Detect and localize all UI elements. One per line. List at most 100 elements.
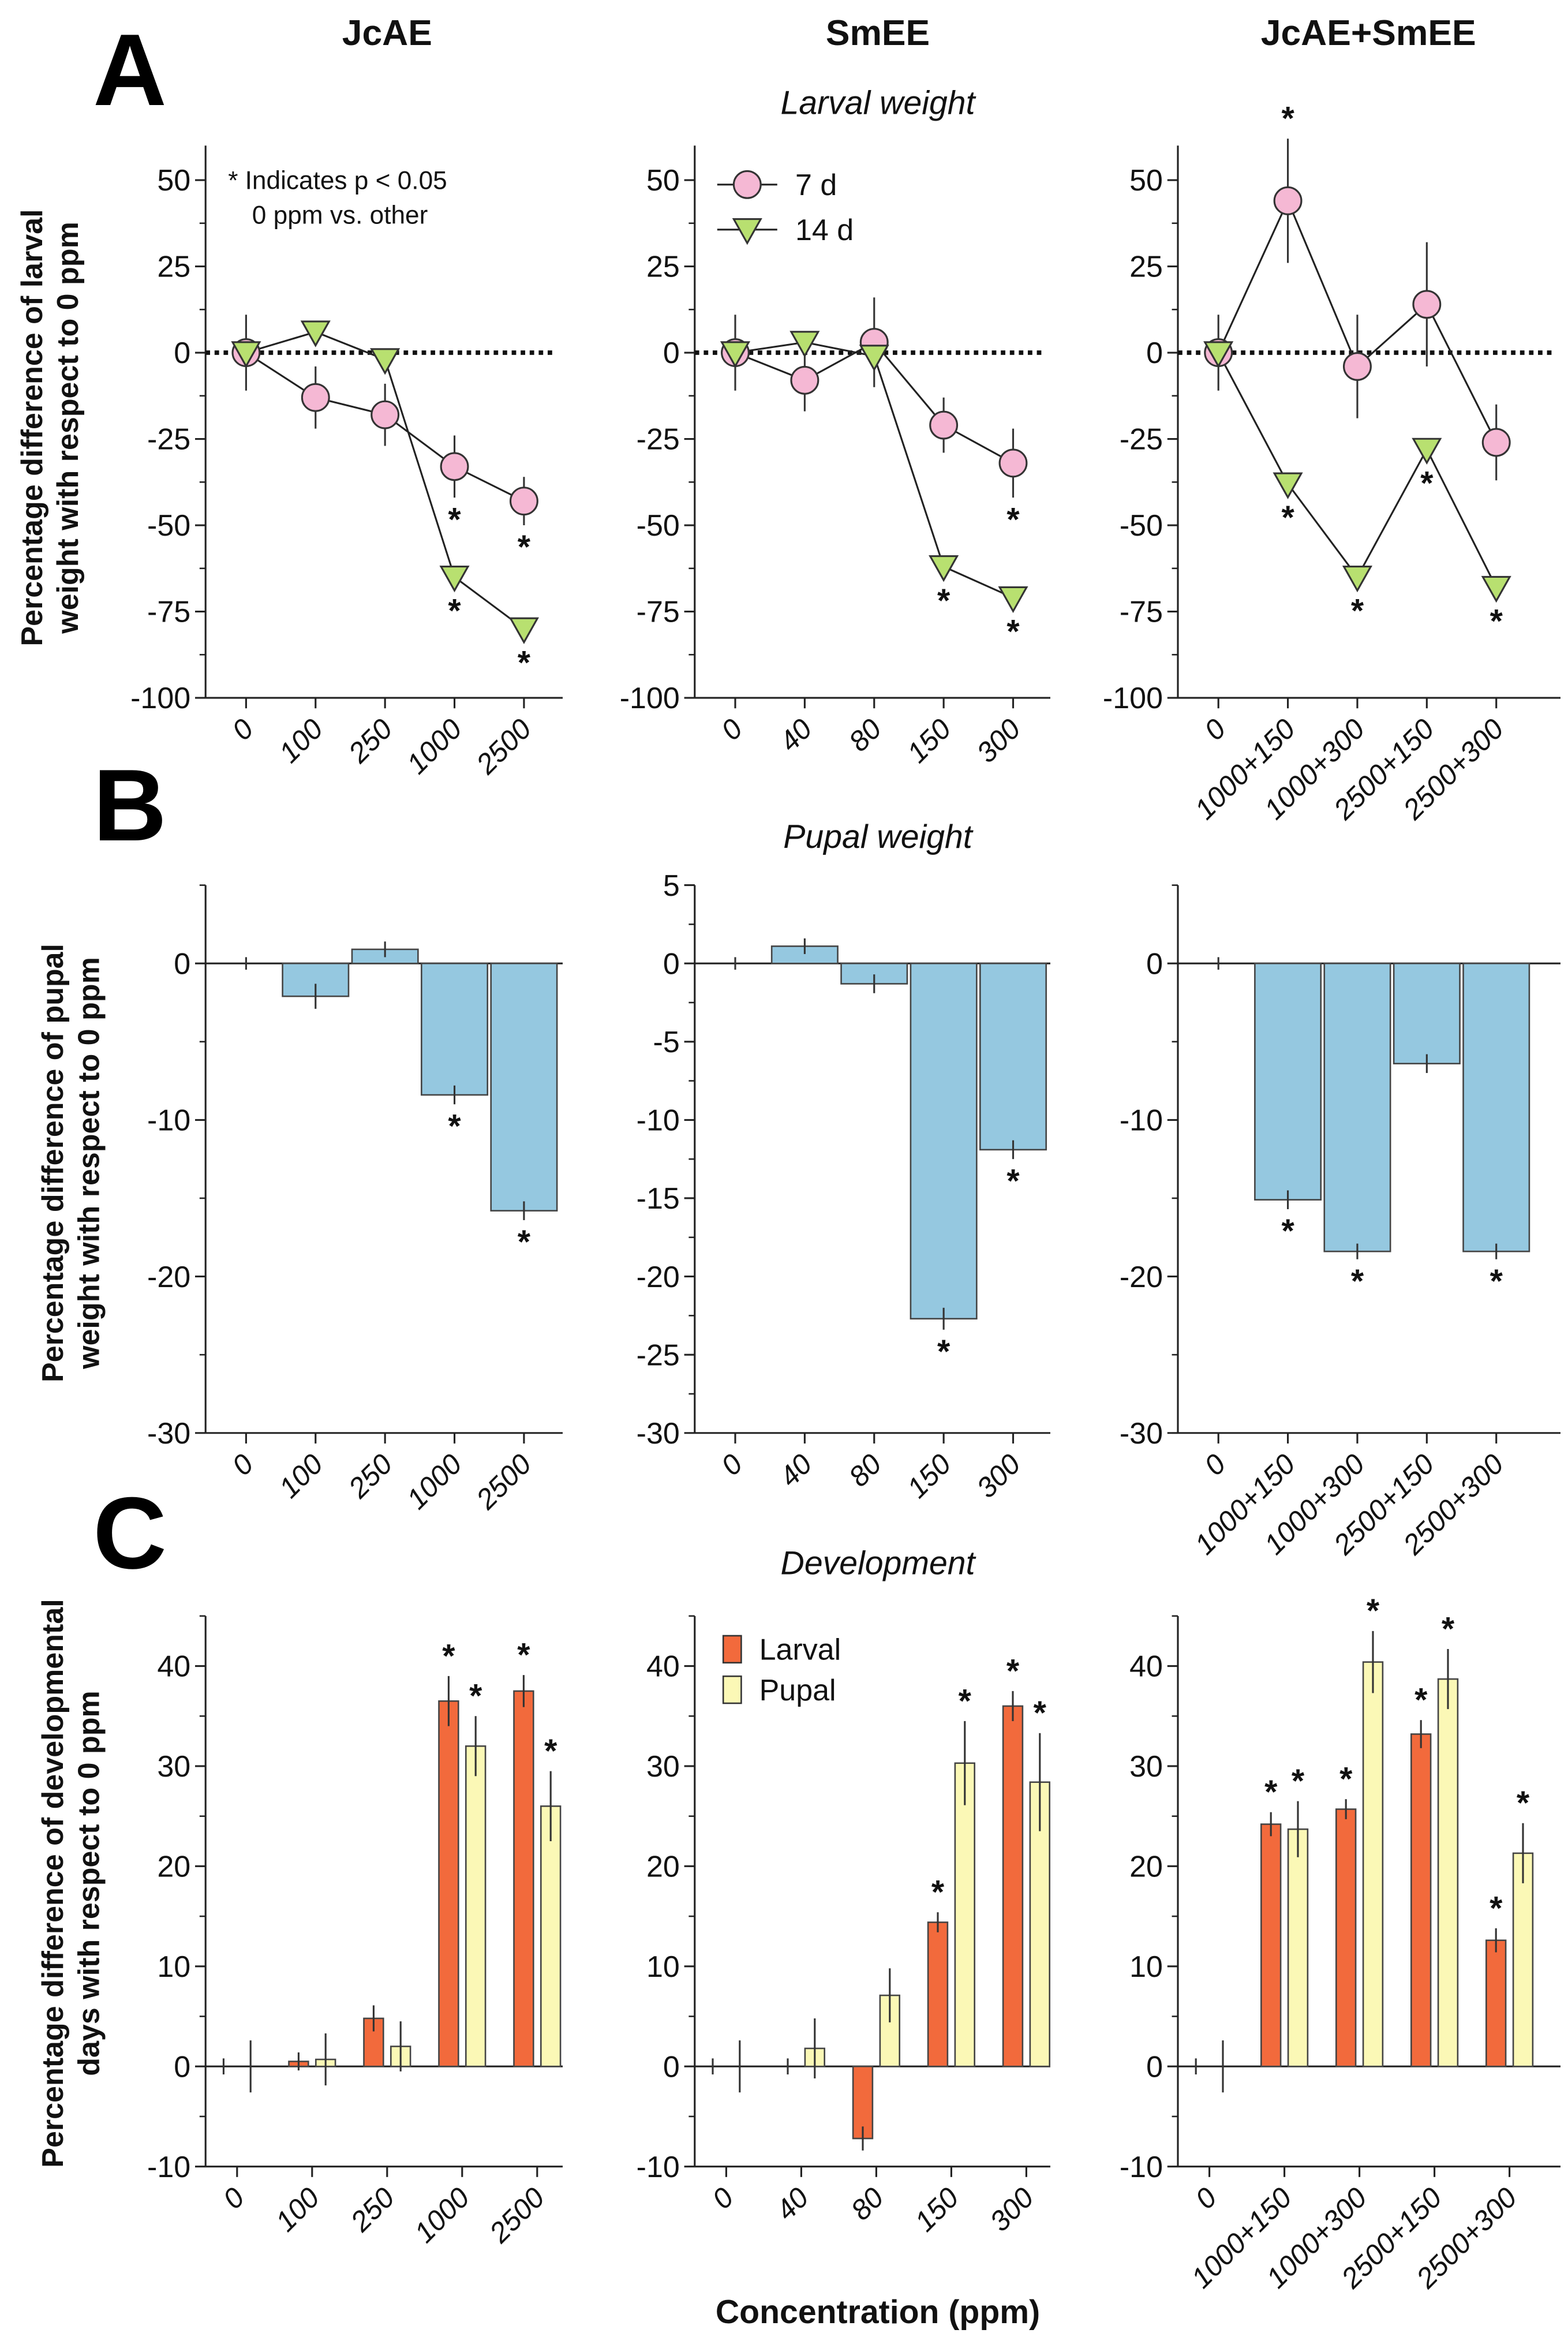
y-tick-label-combined-a: 50 bbox=[1129, 164, 1163, 197]
significance-star-jcae-c: * bbox=[469, 1678, 482, 1715]
y-tick-label-smee-b: -5 bbox=[653, 1026, 680, 1059]
significance-star-combined-c: * bbox=[1442, 1610, 1455, 1647]
point-14d-jcae-a bbox=[231, 341, 261, 368]
significance-star-combined-a: * bbox=[1281, 499, 1294, 536]
y-tick-label-jcae-b: -20 bbox=[147, 1261, 190, 1294]
legend-7d-marker bbox=[732, 170, 762, 199]
x-tick-label-jcae-b: 100 bbox=[273, 1448, 330, 1504]
significance-star-combined-c: * bbox=[1367, 1592, 1380, 1629]
legend-14d-marker bbox=[732, 218, 762, 245]
x-tick-label-smee-a: 0 bbox=[715, 713, 749, 747]
bar-larval-combined-c bbox=[1260, 1823, 1282, 2067]
x-tick-label-jcae-a: 2500 bbox=[470, 713, 538, 781]
y-axis-label-a-line1: Percentage difference of larval bbox=[16, 209, 49, 646]
x-tick-label-jcae-c: 2500 bbox=[483, 2181, 551, 2249]
y-tick-label-jcae-b: -10 bbox=[147, 1104, 190, 1138]
significance-star-combined-a: * bbox=[1420, 465, 1434, 502]
point-7d-smee-a bbox=[998, 448, 1028, 478]
y-tick-label-smee-a: 25 bbox=[646, 250, 680, 284]
significance-star-smee-c: * bbox=[959, 1682, 972, 1719]
x-tick-label-jcae-c: 0 bbox=[217, 2181, 251, 2215]
significance-note-line1: * Indicates p < 0.05 bbox=[228, 167, 447, 195]
y-tick-label-jcae-a: -50 bbox=[147, 509, 190, 543]
legend-pupal-swatch bbox=[722, 1675, 742, 1704]
legend-c: Larval Pupal bbox=[722, 1633, 841, 1707]
y-tick-label-smee-a: -75 bbox=[637, 596, 680, 629]
y-tick-label-smee-c: 10 bbox=[646, 1950, 680, 1984]
x-tick-label-jcae-b: 2500 bbox=[470, 1448, 538, 1516]
x-tick-label-jcae-a: 0 bbox=[226, 713, 260, 747]
point-7d-combined-a bbox=[1342, 352, 1372, 381]
point-14d-jcae-a bbox=[300, 320, 331, 347]
significance-star-smee-a: * bbox=[1006, 614, 1020, 650]
y-tick-label-smee-b: -15 bbox=[637, 1182, 680, 1216]
x-tick-label-smee-a: 150 bbox=[901, 713, 957, 769]
y-tick-label-smee-c: 30 bbox=[646, 1750, 680, 1783]
y-tick-label-jcae-a: -75 bbox=[147, 596, 190, 629]
x-tick-label-jcae-a: 1000 bbox=[401, 713, 468, 780]
x-tick-label-smee-c: 40 bbox=[770, 2181, 815, 2226]
bar-pupal-weight-jcae-b bbox=[490, 962, 558, 1211]
y-tick-label-smee-b: -20 bbox=[637, 1261, 680, 1294]
x-tick-label-smee-c: 0 bbox=[706, 2181, 740, 2215]
panel-letter-c: C bbox=[93, 1476, 167, 1590]
point-7d-jcae-a bbox=[301, 383, 330, 412]
subtitle-pupal-weight: Pupal weight bbox=[783, 818, 974, 855]
y-tick-label-combined-a: -75 bbox=[1120, 596, 1163, 629]
point-14d-smee-a bbox=[998, 586, 1028, 614]
significance-star-jcae-a: * bbox=[518, 529, 531, 566]
subtitle-larval-weight: Larval weight bbox=[781, 85, 976, 122]
bar-larval-smee-c bbox=[927, 1921, 949, 2067]
significance-star-combined-c: * bbox=[1490, 1890, 1503, 1927]
x-tick-label-smee-c: 150 bbox=[909, 2181, 966, 2238]
significance-star-jcae-b: * bbox=[448, 1108, 461, 1145]
significance-star-jcae-a: * bbox=[448, 593, 461, 630]
x-tick-label-smee-b: 40 bbox=[773, 1448, 818, 1493]
bar-larval-combined-c bbox=[1410, 1733, 1432, 2067]
significance-star-jcae-c: * bbox=[544, 1733, 557, 1770]
point-7d-combined-a bbox=[1273, 186, 1303, 215]
significance-star-jcae-a: * bbox=[448, 501, 461, 538]
significance-star-jcae-c: * bbox=[442, 1637, 455, 1674]
point-14d-jcae-a bbox=[439, 565, 470, 593]
x-tick-label-smee-c: 300 bbox=[984, 2181, 1041, 2238]
point-7d-jcae-a bbox=[371, 400, 400, 429]
y-tick-label-jcae-a: 0 bbox=[174, 336, 190, 370]
bar-pupal-weight-combined-b bbox=[1462, 962, 1530, 1252]
point-14d-smee-a bbox=[929, 555, 959, 582]
significance-star-combined-c: * bbox=[1292, 1763, 1305, 1800]
x-tick-label-jcae-c: 1000 bbox=[409, 2181, 476, 2249]
x-tick-label-smee-a: 80 bbox=[843, 713, 888, 758]
x-tick-label-smee-a: 300 bbox=[971, 713, 1027, 769]
point-7d-combined-a bbox=[1481, 428, 1511, 457]
significance-star-combined-b: * bbox=[1281, 1213, 1294, 1250]
significance-star-smee-c: * bbox=[1006, 1652, 1020, 1689]
x-tick-label-smee-b: 150 bbox=[901, 1448, 957, 1504]
point-7d-jcae-a bbox=[440, 452, 469, 481]
bar-pupal-combined-c bbox=[1437, 1678, 1459, 2067]
significance-star-smee-a: * bbox=[1006, 501, 1020, 538]
point-7d-combined-a bbox=[1412, 290, 1442, 319]
x-tick-label-smee-b: 80 bbox=[843, 1448, 888, 1493]
bar-pupal-combined-c bbox=[1287, 1828, 1309, 2067]
bar-pupal-weight-smee-b bbox=[979, 962, 1047, 1151]
y-tick-label-smee-c: 0 bbox=[663, 2050, 680, 2084]
x-tick-label-jcae-a: 250 bbox=[342, 713, 399, 769]
y-tick-label-combined-c: 40 bbox=[1129, 1650, 1163, 1684]
bar-pupal-weight-combined-b bbox=[1254, 962, 1322, 1201]
y-tick-label-combined-a: -25 bbox=[1120, 423, 1163, 457]
column-title-combined: JcAE+SmEE bbox=[1261, 13, 1476, 53]
y-tick-label-smee-c: -10 bbox=[637, 2151, 680, 2184]
significance-note-line2: 0 ppm vs. other bbox=[252, 201, 428, 229]
x-tick-label-jcae-a: 100 bbox=[273, 713, 330, 769]
y-tick-label-smee-a: -25 bbox=[637, 423, 680, 457]
significance-star-smee-b: * bbox=[937, 1333, 950, 1370]
significance-star-combined-a: * bbox=[1490, 603, 1503, 640]
bar-pupal-smee-c bbox=[954, 1762, 975, 2067]
y-tick-label-jcae-c: 0 bbox=[174, 2050, 190, 2084]
point-14d-combined-a bbox=[1481, 575, 1511, 603]
y-tick-label-jcae-c: 40 bbox=[157, 1650, 190, 1684]
significance-star-combined-a: * bbox=[1351, 593, 1364, 630]
